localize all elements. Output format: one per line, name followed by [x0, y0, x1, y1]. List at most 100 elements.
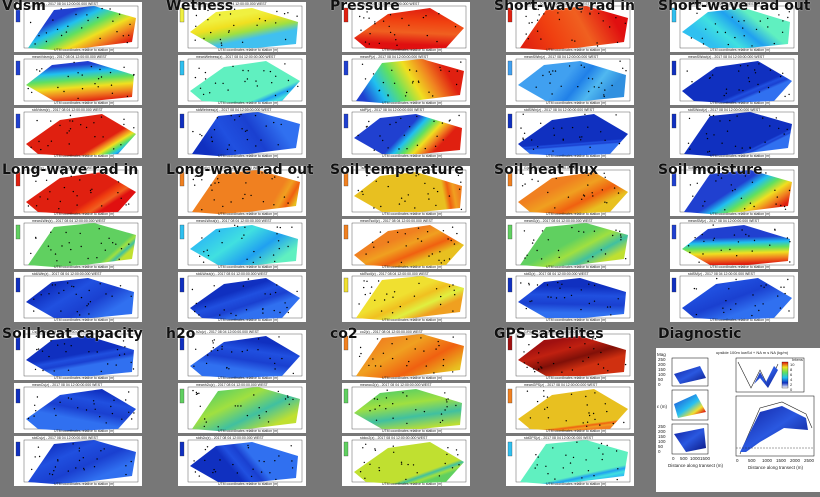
- station-marker: [783, 205, 786, 208]
- station-marker: [71, 120, 74, 122]
- interpolated-field: [682, 61, 792, 103]
- station-marker: [116, 348, 119, 351]
- station-marker: [130, 295, 132, 297]
- variable-cell: Vdsm(z) - 2017 08 04 12:00:00.000 WEST UT…: [0, 0, 164, 164]
- panel-title: Cs(z) - 2017 08 04 12:00:00.000 WEST: [32, 330, 94, 334]
- station-marker: [440, 262, 442, 264]
- station-marker: [69, 120, 71, 122]
- station-marker: [207, 9, 209, 12]
- station-marker: [448, 70, 450, 72]
- station-marker: [97, 86, 99, 88]
- station-marker: [244, 80, 246, 83]
- panel-xlabel: UTM coordinates relative to station (m): [382, 376, 443, 380]
- station-marker: [784, 208, 787, 210]
- station-marker: [538, 352, 540, 354]
- station-marker: [256, 24, 258, 26]
- map-panel: stdSM(z) - 2017 08 04 12:00:00.000 WEST U…: [670, 272, 798, 322]
- station-marker: [35, 335, 38, 337]
- ytick: 100: [658, 439, 666, 444]
- map-panel: meanVdsm(z) - 2017 08 04 12:00:00.000 WE…: [14, 55, 142, 105]
- station-marker: [588, 302, 590, 305]
- station-marker: [97, 78, 100, 80]
- station-marker: [407, 194, 409, 196]
- map-panel: Vdsm(z) - 2017 08 04 12:00:00.000 WEST UT…: [14, 2, 142, 52]
- station-marker: [90, 191, 92, 194]
- station-marker: [204, 459, 206, 462]
- station-marker: [538, 368, 540, 370]
- station-marker: [780, 204, 782, 207]
- map-plot: [179, 386, 303, 431]
- colorbar: [343, 7, 349, 23]
- station-marker: [435, 288, 438, 290]
- colorbar: [15, 7, 21, 23]
- colorbar: [507, 7, 513, 23]
- station-marker: [460, 181, 462, 183]
- station-marker: [448, 195, 451, 197]
- station-marker: [212, 471, 214, 474]
- station-marker: [716, 31, 719, 33]
- station-marker: [101, 205, 103, 207]
- station-marker: [274, 176, 276, 178]
- station-marker: [72, 190, 74, 193]
- panel-xlabel: UTM coordinates relative to station (m): [382, 48, 443, 52]
- station-marker: [562, 467, 564, 469]
- station-marker: [603, 94, 605, 96]
- station-marker: [67, 75, 69, 78]
- station-marker: [428, 91, 430, 93]
- station-marker: [128, 411, 130, 413]
- station-marker: [748, 235, 750, 237]
- station-marker: [399, 305, 401, 308]
- station-marker: [776, 196, 778, 198]
- station-marker: [269, 70, 272, 73]
- variable-title: Long-wave rad out: [166, 162, 314, 178]
- station-marker: [392, 403, 394, 405]
- station-marker: [45, 179, 48, 181]
- station-marker: [273, 204, 275, 206]
- station-marker: [27, 87, 29, 90]
- station-marker: [193, 365, 195, 367]
- panel-xlabel: UTM coordinates relative to station (m): [382, 482, 443, 486]
- station-marker: [602, 453, 604, 455]
- station-marker: [90, 65, 93, 68]
- panel-xlabel: UTM coordinates relative to station (m): [218, 429, 279, 433]
- colorbar: [343, 60, 349, 76]
- diagnostic-chart: 250 200 150 100 50 0 250 200 150 100 50 …: [657, 350, 815, 470]
- station-marker: [85, 409, 88, 411]
- station-marker: [583, 195, 586, 197]
- station-marker: [433, 120, 435, 122]
- station-marker: [49, 473, 51, 475]
- panel-xlabel: UTM coordinates relative to station (m): [218, 482, 279, 486]
- station-marker: [580, 308, 582, 311]
- station-marker: [571, 369, 574, 371]
- station-marker: [436, 190, 439, 193]
- station-marker: [393, 34, 396, 36]
- station-marker: [70, 248, 72, 251]
- interpolated-field: [190, 8, 298, 48]
- station-marker: [526, 254, 528, 256]
- station-marker: [69, 128, 72, 130]
- station-marker: [400, 463, 403, 465]
- station-marker: [406, 148, 408, 150]
- station-marker: [40, 148, 42, 151]
- interpolated-field: [354, 442, 464, 484]
- station-marker: [601, 189, 603, 191]
- station-marker: [416, 115, 418, 118]
- station-marker: [123, 66, 125, 68]
- station-marker: [600, 442, 603, 445]
- station-marker: [717, 174, 719, 176]
- map-plot: [343, 439, 467, 484]
- station-marker: [195, 391, 198, 394]
- station-marker: [549, 82, 551, 84]
- station-marker: [587, 174, 589, 176]
- station-marker: [438, 259, 440, 261]
- station-marker: [596, 42, 598, 44]
- station-marker: [578, 230, 580, 233]
- station-marker: [128, 203, 130, 205]
- station-marker: [361, 63, 364, 65]
- station-marker: [393, 82, 396, 84]
- station-marker: [89, 189, 92, 192]
- colorbar: [507, 388, 513, 404]
- station-marker: [287, 396, 289, 398]
- map-panel: stdSWout(z) - 2017 08 04 12:00:00.000 WE…: [670, 108, 798, 158]
- station-marker: [457, 174, 460, 177]
